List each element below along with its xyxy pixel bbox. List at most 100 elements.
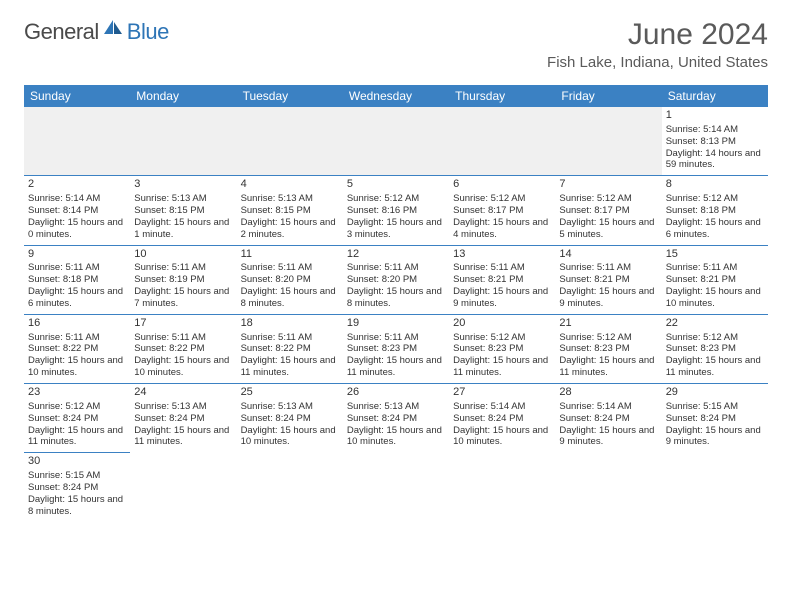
day-number: 30 (28, 455, 126, 469)
sunset-line: Sunset: 8:22 PM (134, 343, 232, 355)
calendar-cell (449, 453, 555, 522)
calendar-cell (662, 453, 768, 522)
sunrise-line: Sunrise: 5:12 AM (559, 332, 657, 344)
day-number: 26 (347, 386, 445, 400)
day-header: Thursday (449, 85, 555, 107)
sunset-line: Sunset: 8:24 PM (453, 413, 551, 425)
day-header-row: SundayMondayTuesdayWednesdayThursdayFrid… (24, 85, 768, 107)
sunrise-line: Sunrise: 5:12 AM (666, 193, 764, 205)
daylight-line: Daylight: 15 hours and 8 minutes. (347, 286, 445, 310)
daylight-line: Daylight: 15 hours and 6 minutes. (28, 286, 126, 310)
sunset-line: Sunset: 8:24 PM (241, 413, 339, 425)
day-number: 1 (666, 109, 764, 123)
sunset-line: Sunset: 8:20 PM (241, 274, 339, 286)
sunset-line: Sunset: 8:23 PM (347, 343, 445, 355)
calendar-cell: 16Sunrise: 5:11 AMSunset: 8:22 PMDayligh… (24, 314, 130, 383)
calendar-cell: 7Sunrise: 5:12 AMSunset: 8:17 PMDaylight… (555, 176, 661, 245)
day-number: 24 (134, 386, 232, 400)
day-number: 21 (559, 317, 657, 331)
title-block: June 2024 Fish Lake, Indiana, United Sta… (547, 18, 768, 71)
daylight-line: Daylight: 15 hours and 9 minutes. (453, 286, 551, 310)
sunrise-line: Sunrise: 5:13 AM (134, 401, 232, 413)
daylight-line: Daylight: 15 hours and 11 minutes. (28, 425, 126, 449)
sunset-line: Sunset: 8:24 PM (666, 413, 764, 425)
day-number: 27 (453, 386, 551, 400)
day-header: Tuesday (237, 85, 343, 107)
calendar-cell: 2Sunrise: 5:14 AMSunset: 8:14 PMDaylight… (24, 176, 130, 245)
calendar-cell: 6Sunrise: 5:12 AMSunset: 8:17 PMDaylight… (449, 176, 555, 245)
sunrise-line: Sunrise: 5:11 AM (28, 262, 126, 274)
sunset-line: Sunset: 8:24 PM (134, 413, 232, 425)
sunset-line: Sunset: 8:24 PM (28, 482, 126, 494)
sunset-line: Sunset: 8:15 PM (241, 205, 339, 217)
daylight-line: Daylight: 15 hours and 11 minutes. (241, 355, 339, 379)
calendar-cell (237, 107, 343, 176)
day-number: 12 (347, 248, 445, 262)
daylight-line: Daylight: 15 hours and 3 minutes. (347, 217, 445, 241)
sunset-line: Sunset: 8:24 PM (347, 413, 445, 425)
sunset-line: Sunset: 8:17 PM (559, 205, 657, 217)
sunset-line: Sunset: 8:24 PM (559, 413, 657, 425)
sunset-line: Sunset: 8:21 PM (559, 274, 657, 286)
daylight-line: Daylight: 15 hours and 9 minutes. (666, 425, 764, 449)
brand-logo: General Blue (24, 18, 169, 45)
calendar-cell (24, 107, 130, 176)
month-title: June 2024 (547, 18, 768, 52)
calendar-cell (449, 107, 555, 176)
sunset-line: Sunset: 8:17 PM (453, 205, 551, 217)
sunrise-line: Sunrise: 5:11 AM (453, 262, 551, 274)
calendar-cell (237, 453, 343, 522)
sunrise-line: Sunrise: 5:14 AM (28, 193, 126, 205)
page-header: General Blue June 2024 Fish Lake, Indian… (0, 0, 792, 77)
daylight-line: Daylight: 15 hours and 8 minutes. (28, 494, 126, 518)
sunrise-line: Sunrise: 5:12 AM (453, 193, 551, 205)
day-header: Sunday (24, 85, 130, 107)
sunrise-line: Sunrise: 5:11 AM (347, 262, 445, 274)
calendar-cell: 14Sunrise: 5:11 AMSunset: 8:21 PMDayligh… (555, 245, 661, 314)
daylight-line: Daylight: 15 hours and 10 minutes. (347, 425, 445, 449)
day-number: 4 (241, 178, 339, 192)
sunrise-line: Sunrise: 5:11 AM (666, 262, 764, 274)
calendar-cell: 30Sunrise: 5:15 AMSunset: 8:24 PMDayligh… (24, 453, 130, 522)
sunrise-line: Sunrise: 5:15 AM (666, 401, 764, 413)
daylight-line: Daylight: 15 hours and 8 minutes. (241, 286, 339, 310)
sunset-line: Sunset: 8:15 PM (134, 205, 232, 217)
sunrise-line: Sunrise: 5:14 AM (453, 401, 551, 413)
sunrise-line: Sunrise: 5:14 AM (666, 124, 764, 136)
calendar-cell: 9Sunrise: 5:11 AMSunset: 8:18 PMDaylight… (24, 245, 130, 314)
sunset-line: Sunset: 8:22 PM (241, 343, 339, 355)
sunrise-line: Sunrise: 5:12 AM (666, 332, 764, 344)
day-number: 17 (134, 317, 232, 331)
calendar-cell: 21Sunrise: 5:12 AMSunset: 8:23 PMDayligh… (555, 314, 661, 383)
sunrise-line: Sunrise: 5:11 AM (347, 332, 445, 344)
sunset-line: Sunset: 8:14 PM (28, 205, 126, 217)
calendar-cell: 10Sunrise: 5:11 AMSunset: 8:19 PMDayligh… (130, 245, 236, 314)
daylight-line: Daylight: 15 hours and 0 minutes. (28, 217, 126, 241)
sunrise-line: Sunrise: 5:12 AM (559, 193, 657, 205)
calendar-cell: 17Sunrise: 5:11 AMSunset: 8:22 PMDayligh… (130, 314, 236, 383)
calendar-cell (130, 107, 236, 176)
calendar-week: 2Sunrise: 5:14 AMSunset: 8:14 PMDaylight… (24, 176, 768, 245)
calendar-cell: 11Sunrise: 5:11 AMSunset: 8:20 PMDayligh… (237, 245, 343, 314)
calendar-cell: 23Sunrise: 5:12 AMSunset: 8:24 PMDayligh… (24, 384, 130, 453)
calendar-cell (343, 107, 449, 176)
day-number: 20 (453, 317, 551, 331)
sunrise-line: Sunrise: 5:12 AM (347, 193, 445, 205)
calendar-cell (343, 453, 449, 522)
sunset-line: Sunset: 8:21 PM (453, 274, 551, 286)
calendar-week: 1Sunrise: 5:14 AMSunset: 8:13 PMDaylight… (24, 107, 768, 176)
day-header: Friday (555, 85, 661, 107)
daylight-line: Daylight: 15 hours and 5 minutes. (559, 217, 657, 241)
calendar-week: 9Sunrise: 5:11 AMSunset: 8:18 PMDaylight… (24, 245, 768, 314)
sunrise-line: Sunrise: 5:13 AM (241, 193, 339, 205)
calendar-cell: 15Sunrise: 5:11 AMSunset: 8:21 PMDayligh… (662, 245, 768, 314)
calendar-cell (555, 453, 661, 522)
day-header: Wednesday (343, 85, 449, 107)
sunrise-line: Sunrise: 5:13 AM (347, 401, 445, 413)
day-number: 11 (241, 248, 339, 262)
daylight-line: Daylight: 15 hours and 1 minute. (134, 217, 232, 241)
daylight-line: Daylight: 15 hours and 11 minutes. (666, 355, 764, 379)
calendar-cell: 3Sunrise: 5:13 AMSunset: 8:15 PMDaylight… (130, 176, 236, 245)
calendar-cell: 24Sunrise: 5:13 AMSunset: 8:24 PMDayligh… (130, 384, 236, 453)
sunrise-line: Sunrise: 5:15 AM (28, 470, 126, 482)
